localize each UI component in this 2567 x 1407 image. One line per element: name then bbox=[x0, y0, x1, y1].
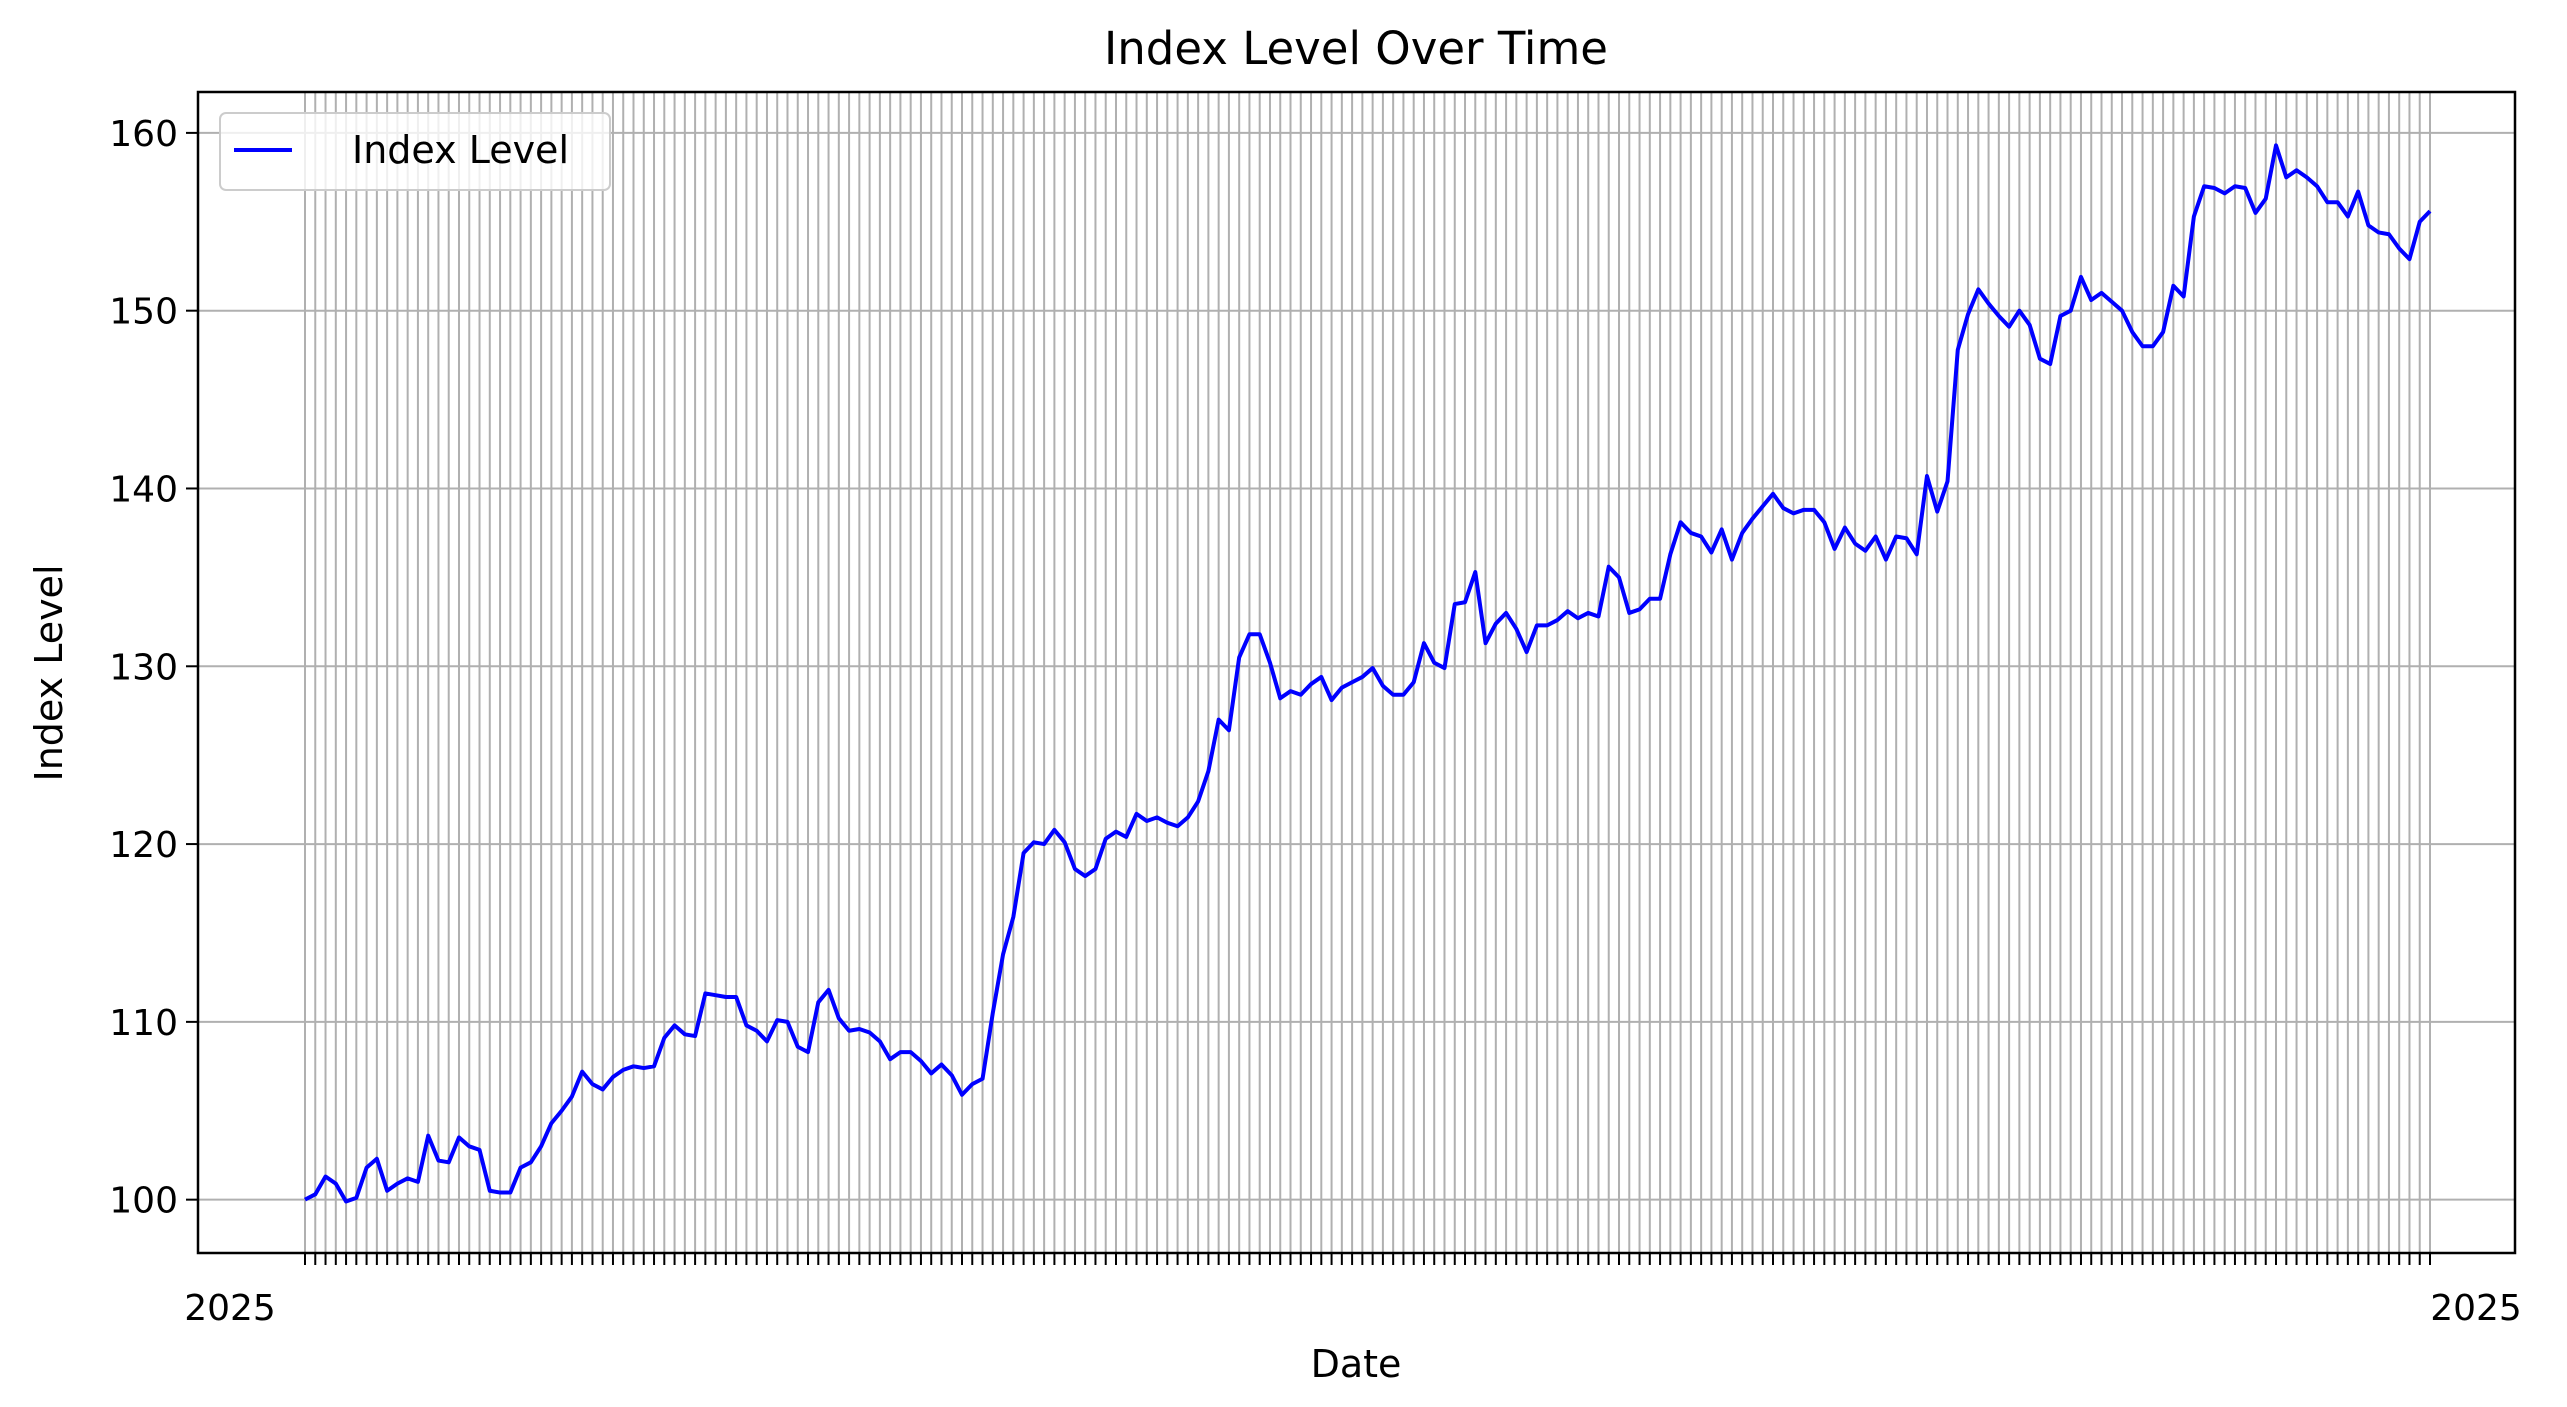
legend: Index Level bbox=[219, 112, 611, 191]
y-tick-label: 120 bbox=[109, 825, 178, 866]
x-axis-ticks bbox=[304, 1253, 2431, 1265]
vertical-gridlines bbox=[304, 92, 2431, 1253]
x-tick-label-right: 2025 bbox=[2430, 1288, 2522, 1329]
x-tick-labels: 2025 2025 bbox=[184, 1288, 2522, 1329]
y-axis-label: Index Level bbox=[27, 565, 71, 782]
y-axis-ticks: 100 110 120 130 140 150 160 bbox=[109, 114, 198, 1222]
y-tick-label: 110 bbox=[109, 1003, 178, 1044]
y-tick-label: 130 bbox=[109, 647, 178, 688]
series-line-index-level bbox=[304, 143, 2432, 1204]
x-axis-label: Date bbox=[1311, 1342, 1402, 1386]
chart-title: Index Level Over Time bbox=[1104, 22, 1608, 75]
legend-box bbox=[219, 112, 611, 191]
y-tick-label: 140 bbox=[109, 469, 178, 510]
y-tick-label: 160 bbox=[109, 114, 178, 155]
series-layer bbox=[304, 143, 2432, 1204]
plot-frame bbox=[196, 90, 2517, 1255]
legend-label: Index Level bbox=[352, 128, 569, 172]
y-tick-label: 100 bbox=[109, 1181, 178, 1222]
x-tick-label-left: 2025 bbox=[184, 1288, 276, 1329]
y-tick-label: 150 bbox=[109, 292, 178, 333]
